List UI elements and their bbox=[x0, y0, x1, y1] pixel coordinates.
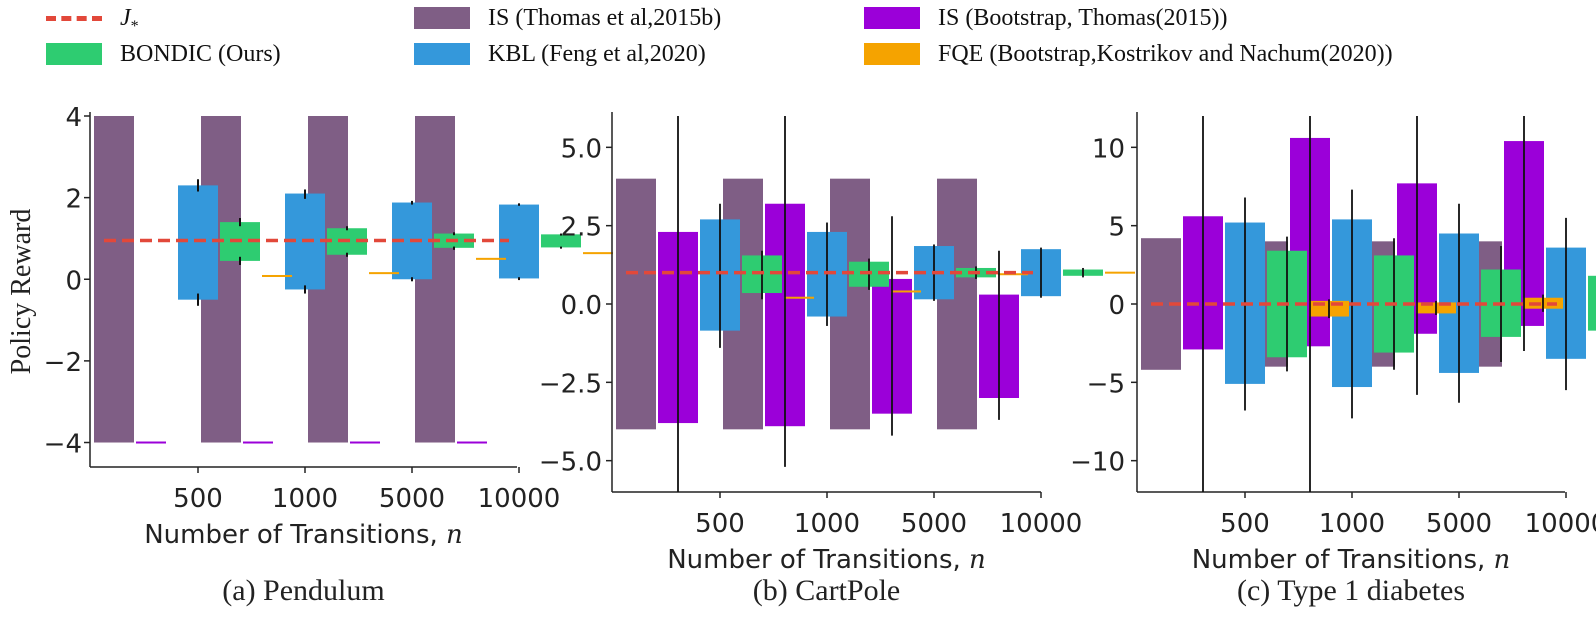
legend-label-is-thomas: IS (Thomas et al,2015b) bbox=[488, 5, 722, 31]
panel-3-xtick-label: 5000 bbox=[1426, 509, 1492, 539]
legend-label-fqe: FQE (Bootstrap,Kostrikov and Nachum(2020… bbox=[938, 41, 1393, 67]
legend-swatch-j-star bbox=[46, 16, 102, 21]
panel-3-xtick-label: 1000 bbox=[1319, 509, 1385, 539]
panel-2-ytick-label: −2.5 bbox=[539, 369, 602, 399]
panel-3-xtick-label: 10000 bbox=[1525, 509, 1596, 539]
panel-3-xlabel: Number of Transitions, n bbox=[1192, 545, 1511, 575]
panel-2-bar-is_thomas-10000 bbox=[937, 178, 977, 430]
panel-1-bar-fqe-500 bbox=[262, 274, 292, 277]
legend-label-j-star-sub: * bbox=[130, 17, 139, 35]
panel-2-bar-is_thomas-500 bbox=[616, 178, 656, 430]
panel-3-ytick-label: −10 bbox=[1070, 448, 1125, 478]
panel-2-ytick-label: 2.5 bbox=[561, 213, 602, 243]
panel-1-xlabel: Number of Transitions, n bbox=[144, 520, 463, 550]
legend-label-bondic: BONDIC (Ours) bbox=[120, 41, 281, 67]
panel-1-xtick-label: 5000 bbox=[379, 484, 445, 514]
panel-2-caption: (b) CartPole bbox=[753, 574, 900, 607]
panel-1-ytick-label: −2 bbox=[44, 348, 82, 378]
legend-label-kbl: KBL (Feng et al,2020) bbox=[488, 41, 706, 67]
legend-swatch-kbl bbox=[414, 43, 470, 65]
panel-3-caption: (c) Type 1 diabetes bbox=[1237, 574, 1465, 607]
panel-1-xtick-label: 10000 bbox=[478, 484, 561, 514]
panel-3-ytick-label: 5 bbox=[1108, 213, 1125, 243]
legend: J* BONDIC (Ours) IS (Thomas et al,2015b)… bbox=[0, 0, 1596, 80]
legend-swatch-bondic bbox=[46, 43, 102, 65]
panel-2-bar-fqe-1000 bbox=[891, 290, 921, 293]
panel-2-ytick-label: −5.0 bbox=[539, 448, 602, 478]
panel-1-bar-kbl-500 bbox=[178, 185, 218, 300]
legend-swatch-fqe bbox=[864, 43, 920, 65]
panel-3-xlabel-var: n bbox=[1494, 545, 1511, 575]
panel-1-xlabel-var: n bbox=[446, 520, 463, 550]
panel-1-ylabel: Policy Reward bbox=[6, 209, 37, 375]
panel-1-bar-is_bootstrap-500 bbox=[136, 441, 166, 444]
panel-1-ytick-label: 4 bbox=[65, 103, 82, 133]
panel-1-ytick-label: −4 bbox=[44, 430, 82, 460]
legend-swatch-is-thomas bbox=[414, 7, 470, 29]
panel-2-ytick-label: 0.0 bbox=[561, 291, 602, 321]
legend-label-j-star: J bbox=[120, 5, 131, 31]
panel-1-bar-bondic-10000 bbox=[541, 234, 581, 248]
panel-3-ytick-label: 0 bbox=[1108, 291, 1125, 321]
panel-2-bar-fqe-10000 bbox=[1105, 271, 1135, 274]
legend-swatch-is-bootstrap bbox=[864, 7, 920, 29]
panel-1-xtick-label: 1000 bbox=[272, 484, 338, 514]
panel-3-ytick-label: −5 bbox=[1087, 369, 1125, 399]
panel-1-bar-fqe-10000 bbox=[583, 252, 613, 255]
panel-2-xlabel: Number of Transitions, n bbox=[667, 545, 986, 575]
panel-1-bar-fqe-1000 bbox=[369, 272, 399, 275]
panel-2-xlabel-var: n bbox=[969, 545, 986, 575]
panel-1-bar-fqe-5000 bbox=[476, 257, 506, 260]
panel-3-bar-bondic-10000 bbox=[1588, 275, 1596, 331]
panel-2-xtick-label: 500 bbox=[695, 509, 745, 539]
panel-1-bar-is_bootstrap-5000 bbox=[350, 441, 380, 444]
panel-3-ytick-label: 10 bbox=[1092, 134, 1125, 164]
panel-1-ytick-label: 2 bbox=[65, 185, 82, 215]
panel-1-caption: (a) Pendulum bbox=[222, 574, 384, 607]
panel-1-xtick-label: 500 bbox=[173, 484, 223, 514]
panel-2-xtick-label: 5000 bbox=[901, 509, 967, 539]
panel-2-bar-fqe-500 bbox=[784, 296, 814, 299]
panel-1-bar-is_bootstrap-10000 bbox=[457, 441, 487, 444]
panel-2-xtick-label: 10000 bbox=[1000, 509, 1083, 539]
panel-2-ytick-label: 5.0 bbox=[561, 134, 602, 164]
panel-1-ytick-label: 0 bbox=[65, 266, 82, 296]
panel-1-bar-is_thomas-500 bbox=[94, 116, 134, 443]
legend-label-is-bootstrap: IS (Bootstrap, Thomas(2015)) bbox=[938, 5, 1228, 31]
panel-2-xtick-label: 1000 bbox=[794, 509, 860, 539]
panel-3-xtick-label: 500 bbox=[1220, 509, 1270, 539]
panel-1-bar-is_bootstrap-1000 bbox=[243, 441, 273, 444]
